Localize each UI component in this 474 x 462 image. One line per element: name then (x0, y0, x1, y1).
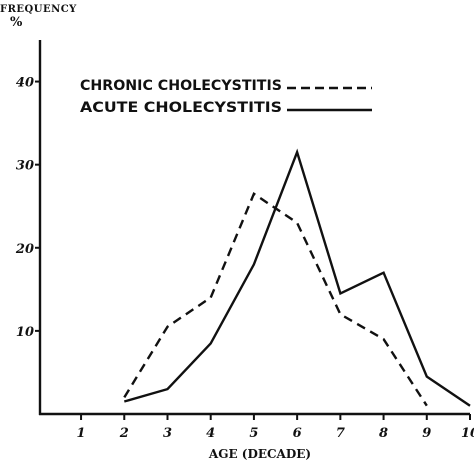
y-tick-label: 30 (16, 159, 34, 174)
ticks: 10 20 30 40 1 2 3 4 5 6 7 8 9 10 (15, 76, 474, 441)
legend-label: CHRONIC CHOLECYSTITIS (80, 78, 282, 94)
x-tick-label: 4 (206, 426, 215, 441)
x-tick-label: 10 (461, 426, 474, 441)
series-line-chronic (123, 191, 428, 407)
y-axis-title: Frequency (0, 4, 77, 15)
x-tick-label: 7 (336, 426, 345, 441)
series-group (123, 148, 471, 407)
x-tick-label: 9 (422, 426, 431, 441)
y-axis-unit: % (10, 15, 23, 30)
series-line-acute (123, 148, 471, 407)
y-tick-label: 40 (16, 76, 34, 91)
x-tick-label: 6 (293, 426, 302, 441)
x-tick-label: 8 (379, 426, 388, 441)
legend: CHRONIC CHOLECYSTITIS ACUTE CHOLECYSTITIS (80, 78, 372, 116)
y-tick-label: 20 (15, 242, 34, 257)
x-tick-label: 1 (77, 426, 86, 441)
x-axis-title: Age (Decade) (208, 447, 311, 461)
x-tick-label: 3 (163, 426, 172, 441)
x-tick-label: 2 (119, 426, 129, 441)
legend-label: ACUTE CHOLECYSTITIS (80, 100, 282, 116)
x-tick-label: 5 (249, 426, 258, 441)
axes (38, 40, 470, 416)
y-tick-label: 10 (16, 325, 34, 340)
